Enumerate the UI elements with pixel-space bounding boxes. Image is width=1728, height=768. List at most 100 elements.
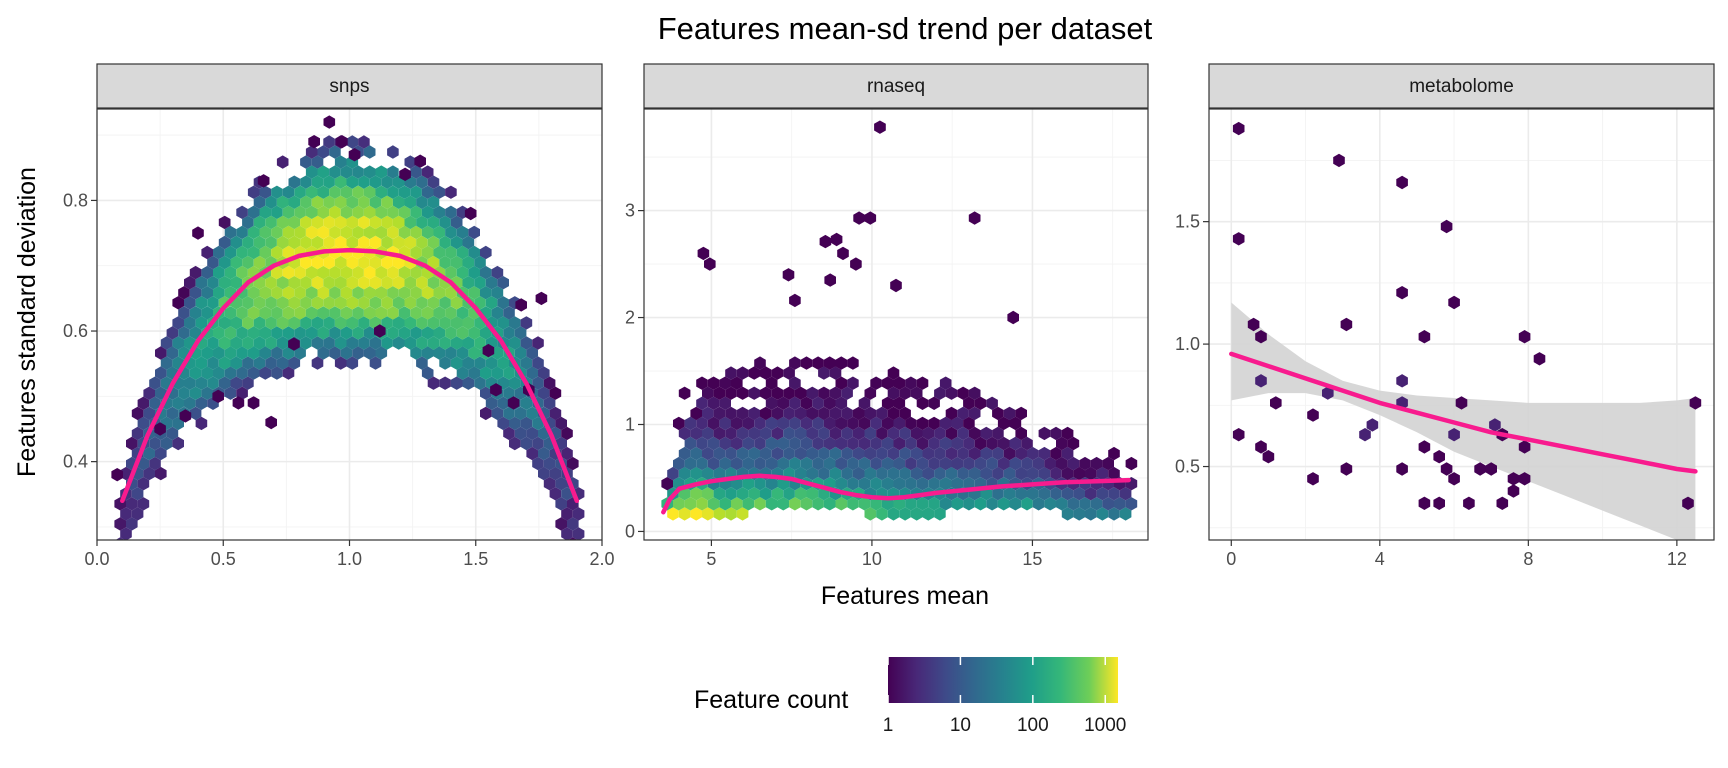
hex-bin: [684, 456, 697, 471]
hex-bin: [346, 296, 359, 310]
hex-bin: [189, 366, 202, 380]
hex-bin: [1009, 497, 1022, 511]
hex-bin: [340, 326, 353, 340]
hex-bin: [427, 215, 440, 230]
hex-bin: [702, 426, 714, 441]
hex-bin: [1396, 374, 1408, 388]
hex-bin: [794, 426, 807, 441]
hex-bin: [410, 326, 422, 340]
hex-bin: [317, 326, 330, 340]
hex-bin: [1056, 497, 1068, 511]
hex-bin: [1061, 466, 1074, 481]
facet-strip: [643, 63, 1149, 109]
hex-bin: [149, 376, 161, 390]
hex-bin: [697, 246, 710, 261]
hex-bin: [1003, 406, 1016, 421]
hex-bin: [387, 205, 399, 219]
hex-bin: [963, 396, 975, 410]
hex-bin: [265, 215, 277, 230]
hex-bin: [334, 276, 347, 290]
hex-bin: [992, 406, 1004, 421]
x-tick-label: 0.0: [84, 549, 109, 569]
hex-bin: [771, 426, 784, 441]
hex-bin: [247, 306, 260, 320]
hex-bin: [482, 343, 495, 358]
hex-bin: [835, 376, 848, 390]
hex-bin: [300, 175, 312, 189]
hex-bin: [748, 446, 760, 461]
hex-bin: [509, 316, 521, 330]
hex-bin: [294, 326, 306, 340]
hex-bin: [404, 316, 417, 330]
hex-bin: [334, 356, 347, 370]
hex-bin: [823, 436, 836, 451]
hex-bin: [340, 185, 353, 199]
hex-bin: [934, 386, 946, 400]
hex-bin: [218, 336, 231, 350]
hex-bin: [456, 265, 469, 280]
hex-bin: [392, 296, 405, 310]
hex-bin: [725, 366, 737, 380]
hex-bin: [276, 276, 289, 290]
hex-bin: [696, 416, 708, 431]
legend-title: Feature count: [694, 686, 848, 714]
hex-bin: [783, 446, 795, 461]
hex-bin: [213, 366, 225, 380]
x-tick-label: 4: [1375, 549, 1385, 569]
hex-bin: [265, 195, 277, 209]
hex-bin: [236, 205, 248, 219]
hex-bin: [847, 416, 859, 431]
hex-bin: [300, 235, 312, 250]
hex-bin: [462, 336, 475, 350]
hex-bin: [311, 235, 324, 250]
hex-bin: [230, 336, 243, 350]
hex-bin: [812, 416, 824, 431]
hex-bin: [445, 185, 457, 199]
hex-bin: [369, 336, 382, 350]
hex-bin: [363, 346, 376, 360]
hex-bin: [282, 366, 295, 380]
hex-bin: [864, 211, 877, 225]
hex-bin: [783, 366, 795, 380]
hex-bin: [358, 195, 370, 209]
hex-bin: [514, 326, 527, 340]
hex-bin: [572, 507, 585, 521]
hex-bin: [532, 336, 544, 350]
hex-bin: [184, 296, 196, 310]
hex-bin: [462, 376, 475, 390]
x-tick-label: 0: [1226, 549, 1236, 569]
hex-bin: [864, 386, 877, 400]
hex-bin: [236, 386, 248, 400]
hex-bin: [957, 466, 969, 481]
hex-bin: [421, 205, 434, 219]
hex-bin: [155, 366, 167, 380]
hex-bin: [526, 346, 538, 360]
hex-bin: [507, 396, 520, 410]
hex-bin: [555, 497, 567, 511]
hex-bin: [387, 225, 399, 240]
hex-bin: [980, 426, 993, 441]
hex-bin: [1003, 466, 1016, 481]
hex-bin: [172, 396, 184, 410]
hex-bin: [1050, 466, 1062, 481]
hex-bin: [369, 356, 382, 370]
hex-bin: [963, 436, 975, 451]
hex-bin: [218, 276, 231, 290]
hex-bin: [905, 376, 917, 390]
panel-border: [643, 108, 1149, 541]
hex-bin: [783, 487, 795, 501]
hex-bin: [340, 225, 353, 240]
hex-bin: [265, 356, 277, 370]
hex-bin: [1085, 507, 1097, 521]
hex-bin: [864, 406, 877, 421]
hex-bin: [928, 456, 940, 471]
hex-bin: [340, 306, 353, 320]
hex-bin: [311, 255, 324, 270]
hex-bin: [704, 257, 716, 271]
hex-bin: [242, 235, 254, 250]
hex-bin: [172, 316, 184, 330]
hex-bin: [369, 276, 382, 290]
hex-bin: [375, 165, 388, 179]
x-tick-label: 10: [862, 549, 882, 569]
hex-bin: [421, 286, 434, 300]
